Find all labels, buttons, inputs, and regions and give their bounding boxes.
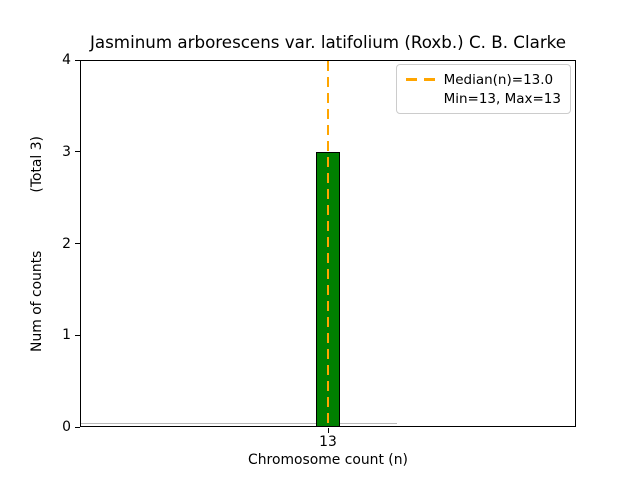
y-tick-label: 2	[62, 235, 71, 252]
y-tick-label: 4	[62, 52, 71, 68]
legend-label-minmax: Min=13, Max=13	[443, 90, 561, 107]
y-tick-label: 0	[62, 419, 71, 435]
y-tick-label: 1	[62, 327, 71, 344]
legend-sample-spacer	[406, 97, 435, 100]
y-tick-mark	[75, 334, 80, 336]
legend-row-median: Median(n)=13.0	[405, 70, 561, 89]
y-tick-label: 3	[62, 143, 71, 160]
legend-label-median: Median(n)=13.0	[443, 71, 554, 88]
legend: Median(n)=13.0 Min=13, Max=13	[395, 64, 571, 114]
plot-area: Median(n)=13.0 Min=13, Max=13	[80, 60, 576, 427]
zero-bins-baseline	[81, 423, 397, 424]
y-tick-mark	[75, 151, 80, 153]
x-tick-mark	[327, 428, 329, 433]
median-dashed-line-sample	[405, 78, 435, 81]
chart-title: Jasminum arborescens var. latifolium (Ro…	[89, 32, 567, 52]
x-tick-label: 13	[319, 434, 337, 450]
y-tick-mark	[75, 59, 80, 61]
legend-row-minmax: Min=13, Max=13	[406, 89, 561, 108]
x-axis-label: Chromosome count (n)	[248, 452, 408, 468]
median-line	[326, 61, 330, 426]
y-tick-mark	[75, 426, 80, 428]
y-tick-mark	[75, 243, 80, 244]
